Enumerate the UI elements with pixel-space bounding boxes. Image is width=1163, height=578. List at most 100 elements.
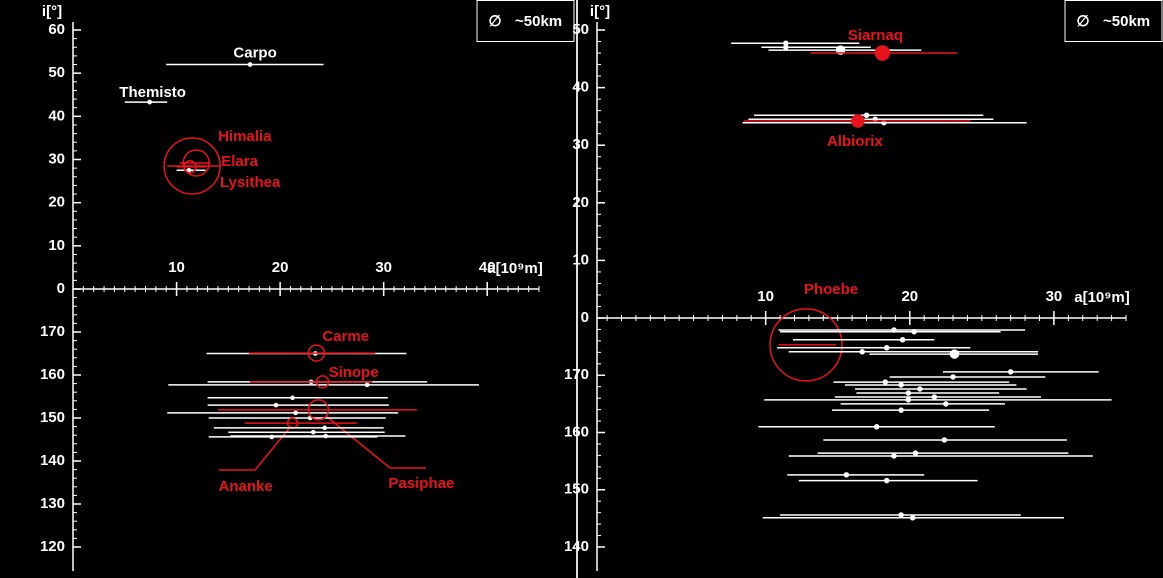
y2-tick-label: 150 [564, 481, 589, 498]
x-tick-label: 20 [901, 288, 918, 305]
x-tick-label: 40 [479, 259, 496, 276]
moon-label: Pasiphae [388, 475, 454, 492]
moon [273, 402, 279, 408]
moon [898, 382, 904, 388]
moon [307, 344, 326, 362]
moon-label: Lysithea [220, 174, 281, 191]
moon [293, 410, 298, 416]
y-tick-label: 10 [48, 237, 65, 254]
moon-label: Elara [221, 153, 258, 170]
moon [269, 434, 275, 440]
moon [1007, 369, 1014, 375]
moon-label: Carpo [233, 45, 276, 62]
y2-tick-label: 140 [564, 538, 589, 555]
moon [883, 345, 890, 351]
y2-tick-label: 130 [40, 495, 65, 512]
x-tick-label: 30 [375, 259, 392, 276]
moon [147, 99, 152, 105]
moon [307, 399, 330, 421]
y2-tick-label: 150 [40, 409, 65, 426]
moon [882, 379, 889, 385]
legend-text: ~50km [515, 13, 562, 30]
x-tick-label: 20 [272, 259, 289, 276]
y-tick-label: 0 [581, 309, 589, 326]
y-tick-label: 40 [572, 79, 589, 96]
moon [783, 44, 789, 51]
legend-text: ~50km [1103, 13, 1150, 30]
leader-line [219, 425, 292, 471]
y-tick-label: 20 [48, 194, 65, 211]
y-tick-label: 30 [48, 150, 65, 167]
legend-box [476, 0, 575, 42]
moon [950, 374, 956, 380]
x-axis-label: a[10⁹m] [487, 260, 542, 277]
moon [874, 45, 891, 61]
moon [835, 45, 846, 55]
moon [247, 62, 253, 67]
y-tick-label: 40 [48, 107, 65, 124]
legend-symbol: ∅ [488, 13, 501, 30]
moon [322, 425, 327, 431]
y-axis-label: i[°] [42, 3, 62, 20]
y2-tick-label: 160 [564, 423, 589, 440]
moon [873, 424, 880, 430]
y2-tick-label: 170 [564, 366, 589, 383]
moon [310, 429, 316, 435]
legend-symbol: ∅ [1076, 13, 1089, 30]
moon [859, 349, 865, 355]
moon-label: Himalia [218, 128, 272, 145]
moon [883, 477, 890, 484]
legend-box [1064, 0, 1163, 42]
moon [941, 437, 948, 443]
moon [769, 308, 843, 382]
moon-label: Sinope [329, 364, 379, 381]
moon [182, 149, 210, 177]
moon [315, 375, 330, 389]
y-tick-label: 50 [48, 64, 65, 81]
y-axis-label: i[°] [590, 3, 610, 20]
moon [843, 472, 850, 478]
y-tick-label: 50 [572, 21, 589, 38]
y2-tick-label: 120 [40, 538, 65, 555]
moon [949, 349, 960, 359]
moon-label: Albiorix [827, 133, 883, 150]
moon [911, 328, 917, 335]
moon-label: Phoebe [804, 281, 858, 298]
moon [290, 395, 295, 401]
y2-tick-label: 140 [40, 452, 65, 469]
moon-label: Siarnaq [848, 27, 903, 44]
moon [183, 160, 197, 174]
moon [851, 114, 865, 128]
moon [863, 112, 870, 118]
moon [917, 386, 923, 392]
y2-tick-label: 170 [40, 323, 65, 340]
y-tick-label: 20 [572, 194, 589, 211]
y-tick-label: 60 [48, 21, 65, 38]
moon-label: Themisto [119, 84, 186, 101]
moon [899, 337, 906, 343]
leader-line [325, 415, 426, 469]
moon [186, 167, 192, 173]
x-tick-label: 30 [1046, 288, 1063, 305]
moon [905, 397, 912, 403]
y-tick-label: 30 [572, 136, 589, 153]
moon-label: Carme [322, 328, 369, 345]
moon [931, 394, 938, 400]
x-tick-label: 10 [757, 288, 774, 305]
x-tick-label: 10 [168, 259, 185, 276]
x-axis-label: a[10⁹m] [1074, 289, 1129, 306]
y-tick-label: 0 [57, 280, 65, 297]
moon [909, 515, 916, 521]
moon-label: Ananke [219, 478, 273, 495]
moon [912, 450, 919, 456]
moon [364, 382, 370, 388]
moon [898, 512, 904, 518]
y2-tick-label: 160 [40, 366, 65, 383]
moon [891, 453, 897, 459]
moon [943, 401, 949, 407]
moon [163, 137, 221, 195]
moon [898, 407, 904, 413]
y-tick-label: 10 [572, 251, 589, 268]
moon [905, 390, 912, 396]
